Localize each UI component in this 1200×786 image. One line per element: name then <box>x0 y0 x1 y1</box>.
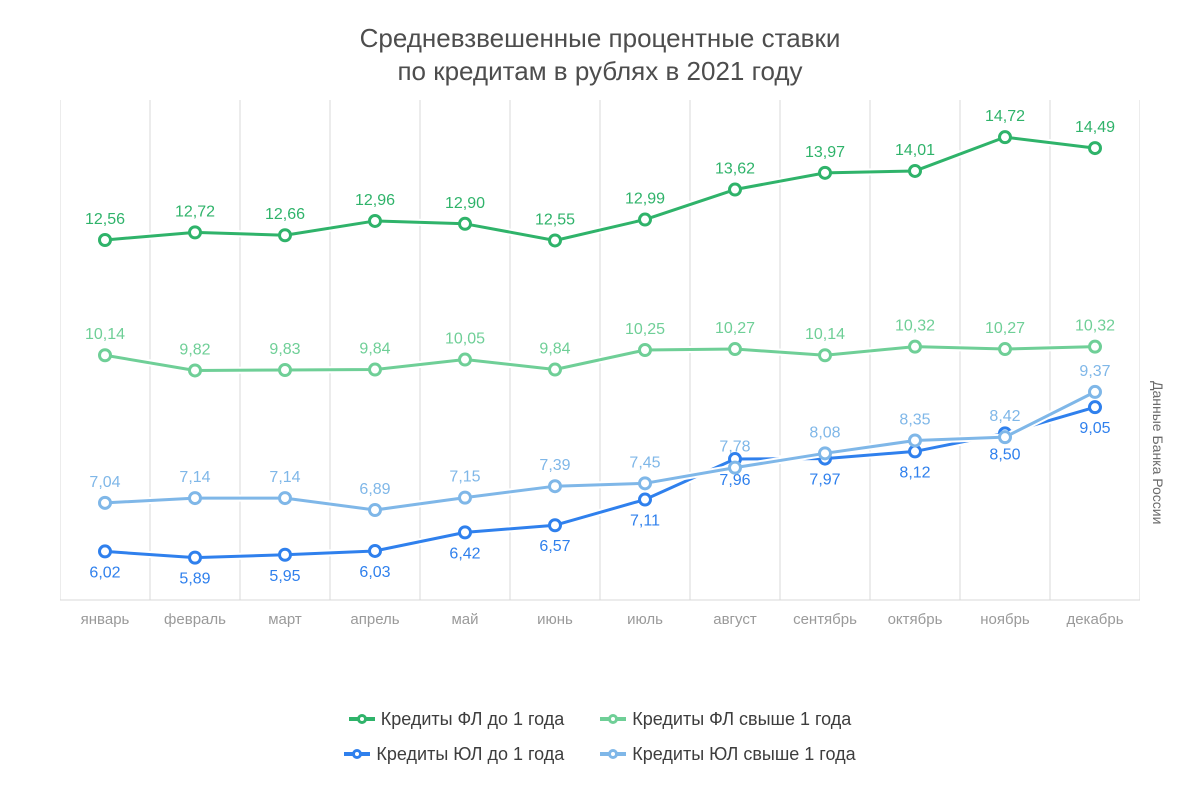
value-label: 12,96 <box>355 192 395 209</box>
legend-swatch <box>600 712 626 726</box>
legend-item-fl_long: Кредиты ФЛ свыше 1 года <box>600 702 851 736</box>
value-label: 10,14 <box>805 326 845 343</box>
value-label: 7,97 <box>809 472 840 489</box>
value-label: 10,05 <box>445 331 485 348</box>
page: Средневзвешенные процентные ставки по кр… <box>0 0 1200 786</box>
value-label: 10,27 <box>715 320 755 337</box>
value-label: 9,83 <box>269 341 300 358</box>
value-label: 6,89 <box>359 481 390 498</box>
value-label: 8,42 <box>989 408 1020 425</box>
value-label: 6,02 <box>89 564 120 581</box>
value-label: 7,04 <box>89 474 120 491</box>
x-axis-label: декабрь <box>1066 611 1123 628</box>
value-label: 12,56 <box>85 211 125 228</box>
value-label: 6,03 <box>359 564 390 581</box>
value-label: 7,39 <box>539 457 570 474</box>
legend-label: Кредиты ЮЛ до 1 года <box>376 737 564 771</box>
x-axis-label: апрель <box>350 611 399 628</box>
legend-swatch <box>344 747 370 761</box>
value-label: 12,55 <box>535 211 575 228</box>
value-label: 10,32 <box>895 318 935 335</box>
value-label: 10,32 <box>1075 318 1115 335</box>
value-label: 13,62 <box>715 161 755 178</box>
value-label: 10,27 <box>985 320 1025 337</box>
legend-label: Кредиты ЮЛ свыше 1 года <box>632 737 855 771</box>
x-axis-label: август <box>713 611 757 628</box>
value-label: 8,50 <box>989 446 1020 463</box>
value-label: 10,25 <box>625 321 665 338</box>
x-axis-label: октябрь <box>888 611 943 628</box>
x-axis-label: сентябрь <box>793 611 857 628</box>
chart-title: Средневзвешенные процентные ставки по кр… <box>0 22 1200 87</box>
legend-item-fl_short: Кредиты ФЛ до 1 года <box>349 702 565 736</box>
value-label: 7,45 <box>629 454 660 471</box>
value-label: 14,01 <box>895 142 935 159</box>
value-label: 6,42 <box>449 545 480 562</box>
x-axis-label: январь <box>81 611 130 628</box>
value-label: 9,05 <box>1079 420 1110 437</box>
x-axis-label: февраль <box>164 611 226 628</box>
value-label: 8,35 <box>899 411 930 428</box>
value-label: 12,90 <box>445 195 485 212</box>
value-label: 5,95 <box>269 568 300 585</box>
chart-plot-area: январь февраль март апрель май июнь июль август… <box>60 100 1140 640</box>
legend-label: Кредиты ФЛ свыше 1 года <box>632 702 851 736</box>
value-label: 14,72 <box>985 108 1025 125</box>
chart-legend: Кредиты ФЛ до 1 года Кредиты ФЛ свыше 1 г… <box>0 702 1200 773</box>
value-label: 7,78 <box>719 439 750 456</box>
x-axis-label: июль <box>627 611 663 628</box>
legend-item-yl_long: Кредиты ЮЛ свыше 1 года <box>600 737 855 771</box>
value-label: 13,97 <box>805 144 845 161</box>
value-label: 12,99 <box>625 191 665 208</box>
x-axis-label: май <box>451 611 478 628</box>
value-label: 8,08 <box>809 424 840 441</box>
value-label: 12,66 <box>265 206 305 223</box>
value-label: 14,49 <box>1075 119 1115 136</box>
legend-swatch <box>349 712 375 726</box>
legend-swatch <box>600 747 626 761</box>
value-label: 9,82 <box>179 341 210 358</box>
x-axis-label: июнь <box>537 611 573 628</box>
x-axis-label: март <box>268 611 302 628</box>
value-label: 8,12 <box>899 464 930 481</box>
legend-item-yl_short: Кредиты ЮЛ до 1 года <box>344 737 564 771</box>
legend-label: Кредиты ФЛ до 1 года <box>381 702 565 736</box>
value-label: 5,89 <box>179 571 210 588</box>
value-label: 9,37 <box>1079 363 1110 380</box>
value-label: 7,14 <box>269 469 300 486</box>
value-label: 7,14 <box>179 469 210 486</box>
value-label: 9,84 <box>539 341 570 358</box>
value-label: 7,15 <box>449 469 480 486</box>
value-label: 9,84 <box>359 341 390 358</box>
x-axis-label: ноябрь <box>980 611 1030 628</box>
source-note: Данные Банка России <box>1150 381 1166 524</box>
value-label: 10,14 <box>85 326 125 343</box>
value-label: 7,11 <box>630 513 660 530</box>
value-label: 6,57 <box>539 538 570 555</box>
value-label: 12,72 <box>175 203 215 220</box>
